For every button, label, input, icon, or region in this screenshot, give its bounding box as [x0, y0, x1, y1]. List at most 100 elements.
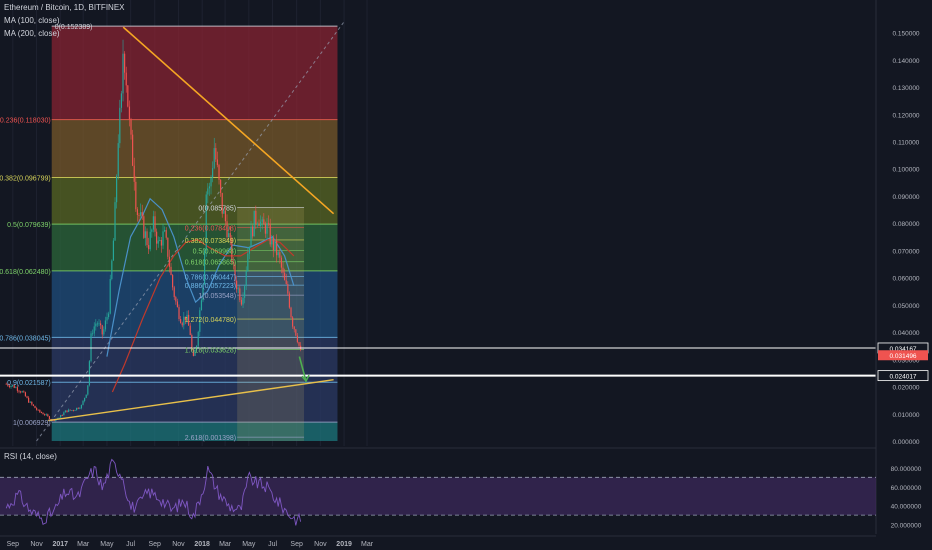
- candle-body: [248, 246, 251, 254]
- candle-body: [64, 410, 67, 413]
- candle-body: [295, 329, 297, 336]
- candle-body: [87, 385, 89, 395]
- candle-body: [184, 316, 187, 321]
- price-label: 0.031496: [889, 353, 916, 360]
- candle-body: [181, 323, 183, 326]
- candle-body: [272, 237, 275, 251]
- candle-body: [231, 237, 233, 262]
- price-pane: [0, 0, 876, 446]
- price-label-box: [878, 350, 928, 361]
- price-tick-label: 0.100000: [892, 167, 919, 174]
- candle-body: [199, 310, 201, 332]
- candle-body: [36, 408, 38, 410]
- price-tick-label: 0.040000: [892, 330, 919, 337]
- candle-body: [160, 240, 163, 246]
- price-tick-label: 0.120000: [892, 112, 919, 119]
- candle-body: [205, 194, 207, 251]
- fib-level-label: 0.618(0.062480): [0, 269, 51, 276]
- candle-body: [28, 397, 30, 403]
- candle-body: [280, 257, 283, 268]
- fib-ext-label: 1.272(0.044780): [185, 317, 236, 324]
- candle-body: [128, 106, 131, 120]
- rsi-tick-label: 60.000000: [891, 485, 922, 492]
- candle-body: [100, 323, 102, 326]
- candle-body: [176, 301, 179, 308]
- time-tick-label: Jul: [268, 541, 277, 548]
- candle-body: [220, 179, 222, 193]
- rsi-tick-label: 40.000000: [891, 504, 922, 511]
- candle-body: [290, 307, 292, 318]
- candle-body: [84, 397, 86, 401]
- candle-body: [226, 221, 228, 238]
- fib-level-label: 0(0.152389): [55, 24, 93, 31]
- candle-body: [175, 297, 177, 302]
- candle-body: [172, 275, 174, 288]
- candle-body: [101, 325, 103, 335]
- price-tick-label: 0.070000: [892, 248, 919, 255]
- rsi-band: [0, 477, 876, 516]
- candle-body: [48, 416, 51, 420]
- fib-ext-label: 0.5(0.069968): [193, 249, 237, 256]
- candle-body: [98, 323, 100, 325]
- candle-body: [24, 392, 27, 397]
- candle-body: [258, 223, 260, 226]
- fib-ext-label: 0.236(0.078408): [185, 226, 236, 233]
- candle-body: [135, 181, 137, 210]
- fib-ext-label: 1.618(0.033628): [185, 347, 236, 354]
- candle-body: [261, 219, 263, 222]
- price-tick-label: 0.140000: [892, 58, 919, 65]
- candle-body: [90, 333, 92, 362]
- candle-body: [154, 216, 156, 232]
- candle-body: [202, 284, 204, 301]
- candle-body: [76, 407, 78, 411]
- ma200-line: [111, 238, 295, 393]
- candle-body: [133, 165, 135, 182]
- candle-body: [216, 159, 219, 166]
- candle-body: [61, 415, 63, 416]
- candle-body: [210, 177, 212, 187]
- candle-body: [53, 420, 55, 421]
- candle-body: [148, 245, 150, 250]
- candle-body: [253, 210, 255, 237]
- candle-body: [237, 288, 239, 290]
- candle-body: [20, 391, 22, 393]
- fib-level-label: 0.236(0.118030): [0, 118, 51, 125]
- candle-body: [34, 405, 36, 409]
- candle-body: [8, 385, 11, 388]
- candle-body: [269, 224, 271, 245]
- price-tick-label: 0.020000: [892, 385, 919, 392]
- candle-body: [124, 53, 126, 73]
- candle-body: [130, 119, 132, 135]
- candle-body: [68, 409, 70, 412]
- price-tick-label: 0.130000: [892, 85, 919, 92]
- candle-body: [282, 267, 284, 273]
- candle-body: [256, 223, 259, 225]
- candle-body: [116, 176, 118, 203]
- fib-ext-label: 0.618(0.065865): [185, 260, 236, 267]
- fib-band: [51, 118, 338, 178]
- candle-body: [85, 394, 87, 398]
- candle-body: [191, 335, 193, 350]
- candle-body: [109, 279, 111, 314]
- time-tick-label: Sep: [149, 541, 162, 548]
- candle-body: [47, 414, 49, 417]
- candle-body: [40, 411, 43, 413]
- candle-body: [192, 349, 195, 356]
- candle-body: [71, 410, 73, 411]
- candle-body: [215, 148, 217, 160]
- time-tick-label: 2017: [52, 541, 68, 548]
- fib-level-label: 0.5(0.079639): [7, 222, 51, 229]
- candle-body: [144, 231, 147, 238]
- fib-ext-label: 0.886(0.057223): [185, 283, 236, 290]
- rsi-legend: RSI (14, close): [4, 452, 57, 461]
- fib-ext-label: 0.786(0.060447): [185, 274, 236, 281]
- time-tick-label: 2018: [194, 541, 210, 548]
- candle-body: [119, 107, 121, 144]
- candle-body: [212, 168, 214, 178]
- candle-body: [125, 72, 127, 86]
- time-tick-label: Mar: [219, 541, 232, 548]
- candle-body: [223, 210, 225, 214]
- fib-band: [51, 224, 338, 271]
- candle-body: [21, 391, 23, 393]
